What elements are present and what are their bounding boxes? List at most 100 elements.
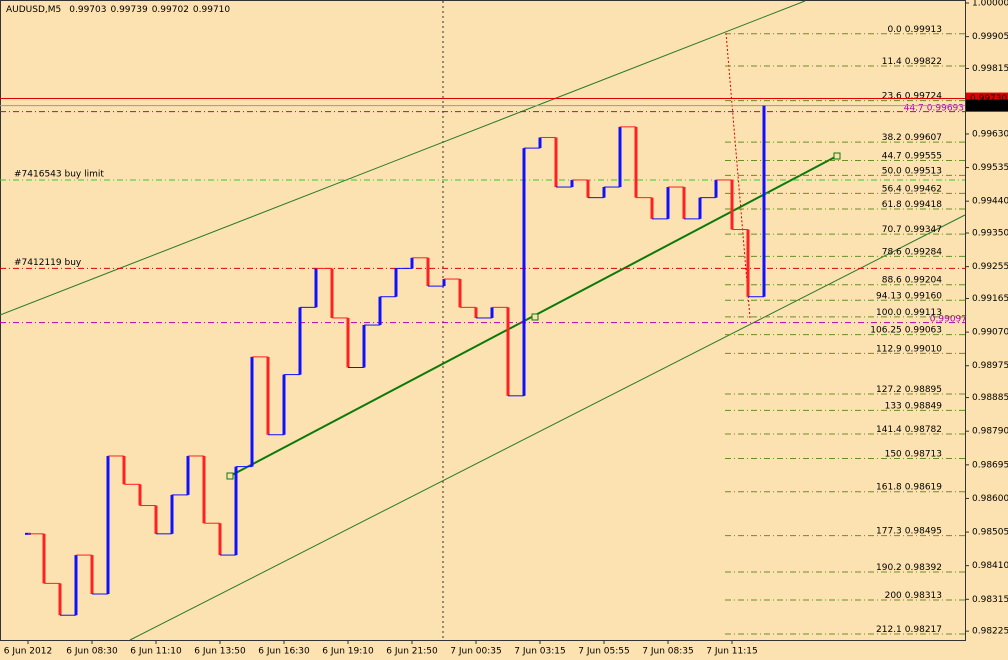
fib-level: 11.4 [882, 56, 902, 66]
fib-level: 112.9 [876, 344, 902, 354]
price-box-label: 0.99710 [970, 101, 1007, 111]
chart-title: AUDUSD,M5 0.99703 0.99739 0.99702 0.99710 [6, 5, 230, 15]
plot-frame [0, 0, 966, 641]
fib-price: 0.99204 [905, 275, 942, 285]
x-tick-label: 6 Jun 16:30 [258, 647, 310, 657]
fib-label: 44.7 0.99555 [882, 151, 942, 161]
y-tick-label: 0.99905 [972, 32, 1008, 42]
fib-price: 0.99607 [905, 133, 942, 143]
fib-price: 0.99284 [905, 247, 942, 257]
x-tick-label: 6 Jun 08:30 [66, 647, 118, 657]
fib-level: 23.6 [882, 91, 902, 101]
fib-price: 0.98713 [905, 449, 942, 459]
price-box [966, 99, 1008, 112]
order-label: #7416543 buy limit [14, 169, 104, 179]
fib-level: 50.0 [882, 166, 902, 176]
y-tick-label: 0.98790 [972, 427, 1008, 437]
anchor [226, 472, 234, 480]
y-tick-label: 0.99350 [972, 229, 1008, 239]
fib-level: 94.13 [876, 291, 902, 301]
fib-price: 0.98217 [905, 624, 942, 634]
fib-price: 0.99063 [905, 325, 942, 335]
x-tick-label: 6 Jun 21:50 [386, 647, 438, 657]
y-tick-label: 0.99440 [972, 197, 1008, 207]
fib-price: 0.99724 [905, 91, 942, 101]
fib-price: 0.99010 [905, 344, 942, 354]
fib-level: 44.7 [882, 151, 902, 161]
y-tick-label: 0.98885 [972, 393, 1008, 403]
fib-price: 0.98782 [905, 425, 942, 435]
fib-level: 212.1 [876, 624, 902, 634]
fib-label: 23.6 0.99724 [882, 91, 943, 101]
fib-label: 11.4 0.99822 [882, 56, 942, 66]
fib-price: 0.99418 [905, 199, 942, 209]
fib-label: 150 0.98713 [885, 449, 942, 459]
fib-label: 94.13 0.99160 [876, 291, 942, 301]
fib-price: 0.99347 [905, 225, 942, 235]
fib-label: 200 0.98313 [885, 591, 942, 601]
x-tick-label: 7 Jun 00:35 [450, 647, 501, 657]
fib-level: 150 [885, 449, 902, 459]
y-tick-label: 0.98505 [972, 528, 1008, 538]
fib-label: 161.8 0.98619 [876, 482, 942, 492]
fib-price: 0.98849 [905, 401, 942, 411]
fib-level: 88.6 [882, 275, 902, 285]
fib-label: 56.4 0.99462 [882, 184, 942, 194]
fib-label: 0.0 0.99913 [887, 24, 942, 34]
fib-level: 177.3 [876, 526, 902, 536]
fib-level: 190.2 [876, 563, 902, 573]
fib-price: 0.98392 [905, 563, 942, 573]
fib-label: 112.9 0.99010 [876, 344, 942, 354]
fib-price: 0.98495 [905, 526, 942, 536]
y-tick-label: 0.98315 [972, 595, 1008, 605]
fib-price: 0.99555 [905, 151, 942, 161]
side-level: 44.7 [904, 103, 924, 113]
fib-price: 0.98619 [905, 482, 942, 492]
fib-price: 0.99822 [905, 56, 942, 66]
x-tick-label: 7 Jun 03:15 [514, 647, 565, 657]
x-tick-label: 7 Jun 08:35 [642, 647, 693, 657]
fib-level: 0.0 [887, 24, 902, 34]
fib-price: 0.99913 [905, 24, 942, 34]
fib-label: 212.1 0.98217 [876, 624, 942, 634]
x-tick-label: 6 Jun 2012 [4, 647, 52, 657]
fib-label: 133 0.98849 [885, 401, 943, 411]
y-tick-label: 0.99815 [972, 64, 1008, 74]
fib-level: 127.2 [876, 385, 902, 395]
y-tick-label: 0.99165 [972, 294, 1008, 304]
fib-level: 100.0 [876, 307, 902, 317]
y-tick-label: 0.99070 [972, 328, 1008, 338]
fib-label: 141.4 0.98782 [876, 425, 942, 435]
fib-level: 133 [885, 401, 902, 411]
fib-label: 88.6 0.99204 [882, 275, 943, 285]
fib-level: 161.8 [876, 482, 902, 492]
side-label: 0.99097 [930, 314, 967, 324]
channel-line [0, 0, 806, 316]
y-tick-label: 0.99630 [972, 129, 1008, 139]
y-tick-label: 0.98695 [972, 460, 1008, 470]
fib-label: 50.0 0.99513 [882, 166, 942, 176]
fib-level: 56.4 [882, 184, 902, 194]
fib-label: 100.0 0.99113 [876, 307, 942, 317]
fib-price: 0.99113 [905, 307, 942, 317]
fib-label: 38.2 0.99607 [882, 133, 942, 143]
y-tick-label: 0.99255 [972, 262, 1008, 272]
y-tick-label: 0.98410 [972, 561, 1008, 571]
y-tick-label: 1.00000 [972, 0, 1008, 9]
x-tick-label: 7 Jun 05:55 [578, 647, 629, 657]
fib-level: 70.7 [882, 225, 902, 235]
y-tick-label: 0.98975 [972, 361, 1008, 371]
fib-price: 0.98313 [905, 591, 942, 601]
fib-price: 0.99160 [905, 291, 942, 301]
side-price: 0.99693 [927, 103, 964, 113]
side-price: 0.99097 [930, 314, 967, 324]
fib-level: 106.25 [870, 325, 902, 335]
channel-line [129, 214, 966, 641]
fib-label: 190.2 0.98392 [876, 563, 942, 573]
x-tick-label: 6 Jun 11:10 [130, 647, 182, 657]
fib-level: 200 [885, 591, 902, 601]
order-label: #7412119 buy [14, 258, 82, 268]
